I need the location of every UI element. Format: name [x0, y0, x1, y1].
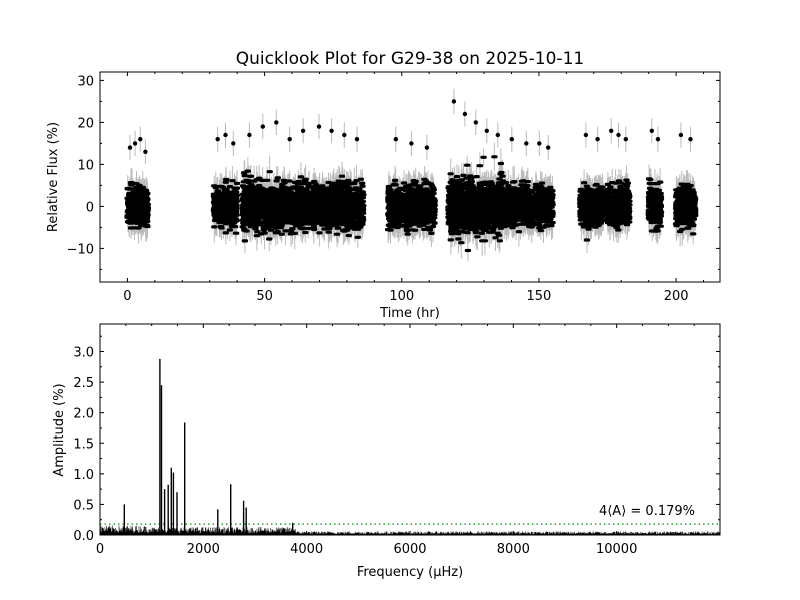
- light-curve-outlier-point: [354, 137, 360, 142]
- light-curve-outlier-point: [609, 128, 614, 133]
- light-curve-x-tick-label: 50: [256, 289, 273, 304]
- light-curve-points: [124, 99, 699, 253]
- light-curve-outlier-point: [495, 132, 500, 138]
- light-curve-outlier-point: [223, 132, 228, 138]
- light-curve-outlier-point: [424, 145, 430, 150]
- periodogram-x-tick-label: 4000: [290, 542, 323, 557]
- light-curve-x-tick-label: 100: [389, 289, 414, 304]
- light-curve-outlier-point: [655, 137, 661, 142]
- light-curve-outlier-point: [546, 145, 551, 150]
- light-curve-outlier-point: [409, 141, 414, 146]
- light-curve-y-tick-label: 30: [77, 74, 94, 89]
- light-curve-outlier-point: [260, 124, 265, 129]
- light-curve-outlier-point: [138, 137, 143, 142]
- light-curve-y-tick-label: −10: [67, 242, 94, 257]
- light-curve-outlier-point: [316, 124, 322, 129]
- light-curve-outlier-point: [473, 120, 478, 125]
- periodogram-y-tick-label: 2.5: [73, 376, 94, 391]
- light-curve-outlier-point: [143, 149, 148, 154]
- light-curve-outlier-point: [524, 141, 529, 146]
- periodogram-x-tick-label: 8000: [497, 542, 530, 557]
- light-curve-outlier-point: [616, 132, 621, 138]
- periodogram-x-tick-label: 0: [96, 542, 104, 557]
- periodogram-y-tick-label: 1.5: [73, 437, 94, 452]
- light-curve-outlier-point: [451, 99, 457, 104]
- light-curve-error-bar-set: [127, 88, 696, 262]
- light-curve-y-ticks: −10 0 10 20 30: [67, 74, 720, 270]
- light-curve-outlier-point: [274, 120, 279, 125]
- periodogram-y-tick-label: 1.0: [73, 468, 94, 483]
- periodogram-y-tick-label: 3.0: [73, 346, 94, 361]
- light-curve-panel: 0 50 100 150 200 −10 0 10 20 30: [67, 71, 721, 304]
- light-curve-outlier-point: [247, 132, 252, 138]
- light-curve-x-tick-label: 150: [527, 289, 552, 304]
- light-curve-outlier-point: [287, 137, 292, 142]
- periodogram-x-tick-label: 2000: [187, 542, 220, 557]
- light-curve-outlier-point: [300, 128, 306, 133]
- light-curve-outlier-point: [623, 137, 628, 142]
- light-curve-outlier-point: [583, 132, 589, 138]
- periodogram-x-ticks: 0 2000 4000 6000 8000 10000: [96, 324, 695, 557]
- periodogram-x-tick-label: 10000: [596, 542, 637, 557]
- light-curve-x-label: Time (hr): [379, 306, 440, 321]
- light-curve-outlier-point: [595, 137, 600, 142]
- periodogram-y-label: Amplitude (%): [52, 383, 67, 476]
- light-curve-x-tick-label: 0: [123, 289, 131, 304]
- light-curve-y-label: Relative Flux (%): [46, 122, 61, 232]
- light-curve-point-set: [124, 155, 699, 253]
- light-curve-outlier-point: [537, 141, 542, 146]
- light-curve-outlier-point: [329, 128, 334, 133]
- periodogram-x-tick-label: 6000: [393, 542, 426, 557]
- periodogram-y-tick-label: 0.0: [73, 529, 94, 544]
- periodogram-threshold-label: 4⟨A⟩ = 0.179%: [599, 504, 695, 519]
- light-curve-outlier-point: [132, 141, 138, 146]
- light-curve-outlier-point: [509, 137, 514, 142]
- light-curve-y-tick-label: 10: [77, 158, 94, 173]
- light-curve-outlier-point: [127, 145, 133, 150]
- light-curve-outlier-point: [688, 137, 693, 142]
- light-curve-outlier-point: [342, 132, 347, 138]
- light-curve-x-ticks: 0 50 100 150 200: [99, 72, 705, 304]
- light-curve-outlier-point: [484, 128, 489, 133]
- light-curve-y-tick-label: 0: [86, 200, 94, 215]
- top-chart-title: Quicklook Plot for G29-38 on 2025-10-11: [236, 49, 584, 69]
- light-curve-outlier-point: [231, 141, 236, 146]
- light-curve-outlier-point: [649, 128, 654, 133]
- light-curve-y-tick-label: 20: [77, 116, 94, 131]
- periodogram-y-tick-label: 2.0: [73, 407, 94, 422]
- periodogram-y-ticks: 0.0 0.5 1.0 1.5 2.0 2.5 3.0: [73, 335, 720, 544]
- periodogram-y-tick-label: 0.5: [73, 498, 94, 513]
- light-curve-axes-frame: [99, 71, 721, 283]
- light-curve-outlier-point: [393, 137, 398, 142]
- light-curve-outlier-point: [462, 111, 468, 117]
- light-curve-x-tick-label: 200: [664, 289, 689, 304]
- light-curve-outlier-point: [678, 132, 684, 138]
- periodogram-panel: 0 2000 4000 6000 8000 10000 0.0 0.5 1.0 1.5 2.0 2.…: [73, 323, 721, 557]
- light-curve-error-bars: [127, 88, 696, 262]
- periodogram-x-label: Frequency (μHz): [357, 565, 463, 580]
- periodogram-spectrum: [99, 358, 721, 535]
- light-curve-outlier-point: [215, 137, 220, 142]
